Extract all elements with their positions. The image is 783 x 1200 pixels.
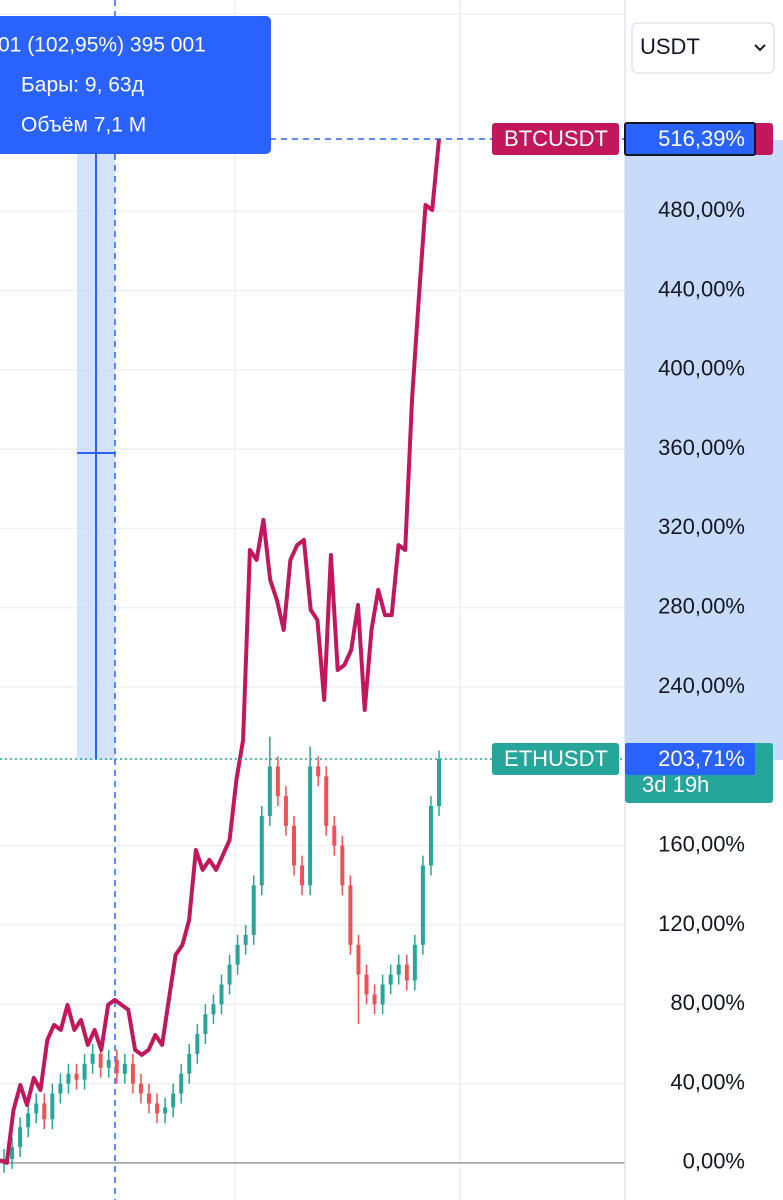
y-tick-label: 320,00% [658,514,745,539]
candle-body [437,759,441,807]
candle-body [428,806,433,866]
y-tick-label: 40,00% [670,1069,745,1094]
candle-body [243,934,248,945]
candle-body [90,1053,95,1064]
candle-body [396,964,401,975]
y-tick-label: 160,00% [658,831,745,856]
candle-body [122,1063,127,1074]
series-label: ETHUSDT [504,746,608,771]
last-label: 203,71% [658,746,745,771]
select-caret[interactable] [754,44,766,52]
candle-body [179,1073,184,1094]
axis-highlight [625,140,783,760]
y-tick-label: 440,00% [658,276,745,301]
candle-body [50,1093,55,1120]
candle-body [292,825,296,866]
candle-body [26,1113,31,1128]
candle-body [316,766,321,777]
y-tick-label: 360,00% [658,435,745,460]
candle-body [130,1063,135,1084]
y-tick-label: 400,00% [658,356,745,381]
candle-body [66,1073,71,1084]
candle-body [259,815,264,886]
last-label-box [624,122,756,157]
candle-body [163,1107,168,1114]
candle-body [155,1103,160,1114]
plot [0,138,441,1173]
candle-body [219,984,224,1005]
candle-body [420,865,425,945]
series-label-box [492,743,619,776]
y-tick-label: 280,00% [658,594,745,619]
y-tick-label: 0,00% [683,1149,745,1174]
y-tick-label: 120,00% [658,911,745,936]
candle-body [275,766,280,797]
series-label-box [492,123,619,156]
candle-body [106,1059,111,1068]
candle-body [227,964,232,985]
candle-body [332,825,337,846]
candle-body [42,1103,47,1120]
candle-body [340,845,345,886]
candle-body [10,1147,15,1159]
candle-body [308,766,313,886]
candle-body [98,1053,103,1068]
candle-body [404,964,409,981]
select-box[interactable] [631,22,775,74]
candle-body [356,944,361,975]
candle-body [380,984,385,1005]
tooltip: 01 (102,95%) 395 001 Бары: 9, 63д Объём … [0,16,271,154]
currency-select[interactable]: USDT [631,22,775,74]
candle-body [171,1093,176,1108]
candle-body [138,1083,143,1094]
y-tick-label: 80,00% [670,990,745,1015]
select-label[interactable]: USDT [640,34,700,59]
candle-body [187,1053,192,1074]
y-tick-label: 480,00% [658,197,745,222]
candle-body [324,776,329,826]
y-tick-label: 240,00% [658,673,745,698]
candle-body [82,1063,87,1080]
candle-body [412,944,417,981]
candle-body [114,1059,119,1074]
candle-body [300,865,305,886]
candle-body [211,1004,216,1015]
candle-body [147,1093,151,1104]
last-label: 516,39% [658,126,745,151]
tooltip-box [0,16,271,154]
tooltip-line: Бары: 9, 63д [21,74,144,97]
candle-body [58,1083,63,1094]
candle-body [388,974,393,985]
candle-body [74,1073,79,1080]
candle-body [364,974,369,995]
candle-body [195,1034,200,1054]
line [0,138,441,1165]
candle-body [372,994,377,1005]
candle-body [251,885,256,935]
candle-body [267,766,272,816]
candle-body [203,1014,208,1035]
candle-body [283,796,288,826]
countdown: 3d 19h [642,772,709,797]
candle-body [34,1103,39,1114]
candle-body [18,1127,23,1148]
candle-body [235,944,240,965]
candle-body [348,885,353,945]
series-label: BTCUSDT [504,126,608,151]
tooltip-line: 01 (102,95%) 395 001 [0,34,206,57]
tooltip-line: Объём 7,1 M [21,114,146,137]
last-label-box [625,743,755,776]
